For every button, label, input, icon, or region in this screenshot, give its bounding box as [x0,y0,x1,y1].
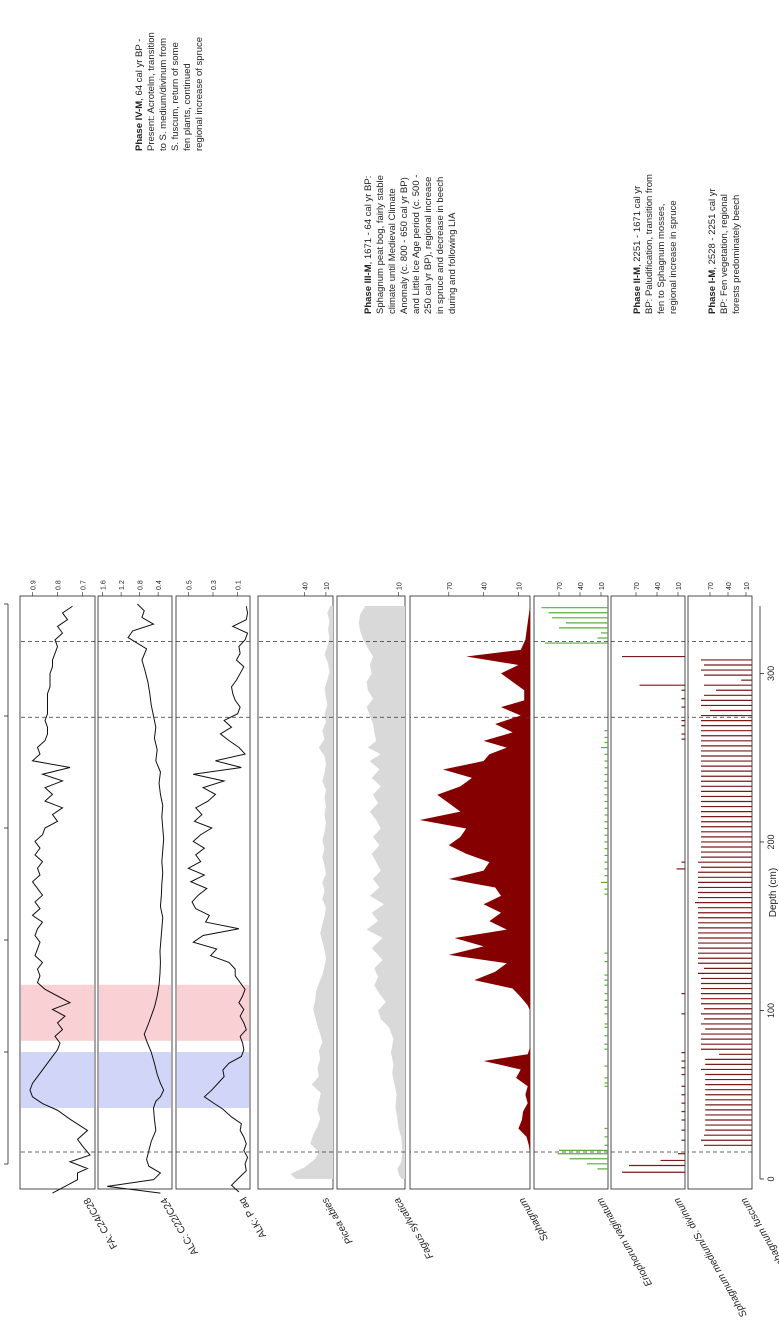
tick-label: 0.1 [236,580,243,590]
depth-tick-label: 100 [766,1003,776,1018]
tick-label: 10 [744,582,751,590]
depth-tick-label: 0 [766,1176,776,1181]
tick-label: 0.8 [138,580,145,590]
panel-frame [533,595,609,1190]
depth-tick-label: 300 [766,666,776,681]
tick-label: 1.6 [101,580,108,590]
area-mark [358,606,405,1179]
phase-iv-title: Phase IV-M [134,100,145,151]
tick-label: 40 [578,582,585,590]
series-line [107,603,165,1194]
tick-label: 10 [397,582,404,590]
area-mark [290,606,333,1179]
tick-label: 1.2 [119,580,126,590]
panel-label: Picea abies [320,1196,355,1246]
panel-label: Sphagnum medium/S. divinum [672,1196,750,1319]
tick-label: 0.5 [186,580,193,590]
period-shade [21,984,94,1041]
period-shade [21,1052,94,1108]
tick-label: 40 [726,582,733,590]
panel-label: Eriophorum vaginatum [595,1196,655,1289]
period-shade [99,984,171,1041]
phase-iii-text: Phase III-M, 1671 - 64 cal yr BP: Sphagn… [363,174,459,314]
series-line [187,606,249,1193]
area-mark [419,606,530,1179]
phase-i-title: Phase I-M [707,269,718,314]
panel-label: Sphagnum fuscum [739,1196,779,1274]
phase-ii-text: Phase II-M, 2251 - 1671 cal yr BP: Palud… [632,174,680,314]
depth-tick-label: 200 [766,834,776,849]
tick-label: 70 [634,582,641,590]
tick-label: 70 [708,582,715,590]
tick-label: 0.9 [31,580,38,590]
panel-frame [610,595,686,1190]
phase-iv-text: Phase IV-M, 64 cal yr BP - Present: Acro… [134,31,206,151]
period-shade [99,1052,171,1108]
tick-label: 40 [303,582,310,590]
tick-label: 40 [655,582,662,590]
tick-label: 10 [676,582,683,590]
tick-label: 0.7 [81,580,88,590]
phase-i-text: Phase I-M, 2528 - 2251 cal yr BP: Fen ve… [707,174,743,314]
panel-label: ALC: C22/C24 [159,1195,201,1257]
phase-iii-title: Phase III-M [363,264,374,314]
tick-label: 0.8 [56,580,63,590]
panel-label: ALK: P aq [237,1196,269,1240]
panel-label: FA: C24/C28 [82,1195,120,1250]
panel-frame [97,595,173,1190]
phase-iii-desc: , 1671 - 64 cal yr BP: Sphagnum peat bog… [363,174,458,314]
depth-axis-label: Depth (cm) [768,868,779,917]
tick-label: 10 [324,582,331,590]
phase-ii-title: Phase II-M [632,267,643,314]
panel-label: Fagus sylvatica [392,1195,436,1261]
tick-label: 40 [482,582,489,590]
tick-label: 0.3 [211,580,218,590]
tick-label: 0.4 [156,580,163,590]
tick-label: 70 [557,582,564,590]
tick-label: 10 [599,582,606,590]
period-shade [177,984,249,1041]
tick-label: 10 [516,582,523,590]
panel-label: Sphagnum [517,1196,551,1243]
series-line [29,605,91,1194]
tick-label: 70 [447,582,454,590]
period-shade [177,1052,249,1108]
